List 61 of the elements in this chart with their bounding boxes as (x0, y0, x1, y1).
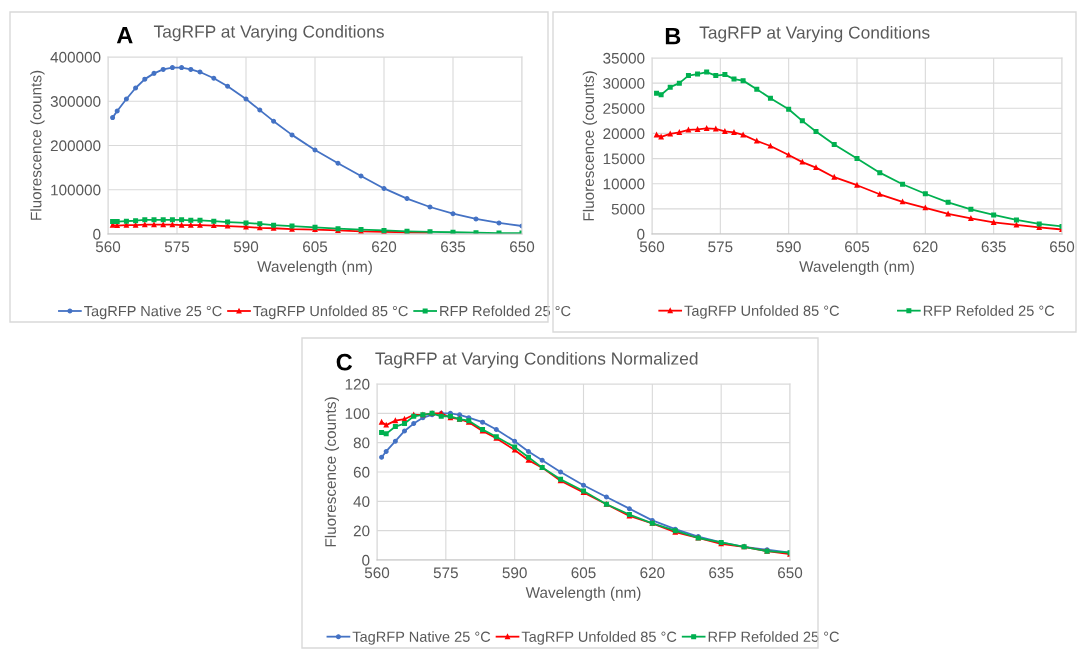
y-tick-label: 20 (353, 525, 370, 537)
y-tick-label: 100000 (51, 184, 101, 196)
x-tick-label: 650 (510, 241, 535, 253)
y-tick-label: 300000 (50, 96, 101, 107)
y-tick-label: 35000 (603, 52, 645, 64)
chart-title: TagRFP at Varying Conditions (699, 25, 930, 43)
x-tick-label: 605 (303, 241, 328, 253)
x-tick-label: 575 (433, 567, 458, 579)
legend-label: TagRFP Unfolded 85 °C (521, 631, 677, 645)
y-axis-title: Fluorescence (counts) (582, 71, 598, 221)
x-axis-title: Wavelength (nm) (257, 260, 372, 275)
y-tick-label: 0 (637, 228, 645, 240)
x-tick-label: 590 (776, 241, 801, 253)
y-tick-label: 5000 (611, 203, 645, 215)
y-tick-label: 100 (345, 408, 370, 420)
x-tick-label: 590 (233, 241, 259, 253)
text: C (336, 353, 353, 371)
x-tick-label: 635 (441, 241, 466, 253)
y-axis-title: Fluorescence (counts) (324, 397, 340, 547)
legend-label: RFP Refolded 25 °C (440, 305, 571, 317)
x-tick-label: 650 (1050, 241, 1075, 253)
y-tick-label: 20000 (603, 128, 645, 140)
x-tick-label: 635 (981, 241, 1006, 253)
x-tick-label: 575 (708, 241, 733, 253)
legend-label: RFP Refolded 25 °C (923, 305, 1055, 316)
y-tick-label: 10000 (603, 178, 645, 190)
y-tick-label: 400000 (50, 51, 101, 63)
legend-label: TagRFP Native 25 °C (352, 631, 491, 645)
legend-label: TagRFP Native 25 °C (84, 305, 222, 320)
y-axis-title: Fluorescence (counts) (30, 70, 45, 220)
text: B (665, 28, 681, 45)
y-tick-label: 25000 (603, 103, 645, 114)
y-tick-label: 30000 (603, 78, 645, 89)
x-tick-label: 635 (709, 567, 734, 579)
x-tick-label: 575 (164, 241, 190, 253)
y-tick-label: 80 (353, 437, 370, 449)
y-tick-label: 60 (353, 466, 370, 478)
y-tick-label: 0 (362, 554, 370, 566)
x-axis-title: Wavelength (nm) (799, 260, 914, 275)
x-tick-label: 590 (502, 567, 527, 579)
x-tick-label: 560 (95, 241, 121, 253)
text: A (116, 27, 133, 44)
x-tick-label: 620 (640, 567, 665, 579)
x-tick-label: 620 (913, 241, 938, 253)
y-tick-label: 200000 (50, 140, 101, 152)
x-tick-label: 560 (364, 567, 390, 579)
y-tick-label: 40 (353, 496, 370, 508)
y-tick-label: 120 (345, 378, 370, 390)
x-tick-label: 620 (372, 241, 397, 253)
y-tick-label: 15000 (603, 153, 645, 165)
legend-label: TagRFP Unfolded 85 °C (253, 305, 408, 320)
x-tick-label: 605 (571, 567, 596, 579)
x-axis-title: Wavelength (nm) (525, 586, 641, 601)
chart-title: TagRFP at Varying Conditions Normalized (375, 351, 698, 369)
x-tick-label: 560 (639, 241, 665, 253)
x-tick-label: 605 (845, 241, 870, 253)
x-tick-label: 650 (778, 567, 803, 579)
legend-label: RFP Refolded 25 °C (708, 631, 839, 642)
legend-label: TagRFP Unfolded 85 °C (684, 305, 840, 319)
chart-title: TagRFP at Varying Conditions (153, 24, 384, 42)
y-tick-label: 0 (93, 228, 101, 240)
